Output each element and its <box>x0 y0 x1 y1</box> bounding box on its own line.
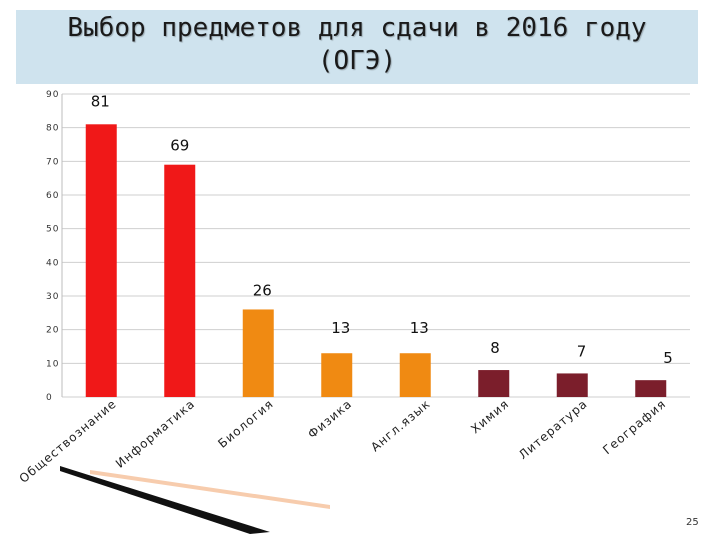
y-tick-label: 0 <box>46 393 53 403</box>
bar-7 <box>635 380 667 397</box>
data-label: 13 <box>331 319 350 337</box>
decorative-swoosh <box>60 466 270 534</box>
bar-5 <box>478 370 510 397</box>
category-label: Англ.язык <box>368 397 433 455</box>
y-tick-label: 80 <box>46 124 59 134</box>
bar-1 <box>164 164 196 397</box>
title-banner <box>16 10 698 84</box>
bars <box>85 124 667 398</box>
category-label: Физика <box>305 397 355 442</box>
y-tick-label: 90 <box>46 90 59 100</box>
category-label: Биология <box>215 397 276 451</box>
category-label: Химия <box>468 397 512 437</box>
data-label: 26 <box>253 281 272 299</box>
y-tick-label: 10 <box>46 359 59 369</box>
title-line-2: (ОГЭ) <box>317 46 397 76</box>
bar-6 <box>556 373 588 397</box>
data-label: 13 <box>410 319 429 337</box>
data-label: 81 <box>91 92 110 110</box>
y-axis-ticks: 0 10 20 30 40 50 60 70 80 90 <box>46 90 59 403</box>
data-labels: 81 69 26 13 13 8 7 5 <box>91 92 673 367</box>
bar-4 <box>399 353 431 397</box>
category-label: География <box>600 397 668 458</box>
gridlines <box>61 93 690 398</box>
category-label: Литература <box>516 397 590 463</box>
bar-3 <box>321 353 353 397</box>
data-label: 69 <box>170 137 189 155</box>
data-label: 8 <box>490 339 500 357</box>
data-label: 7 <box>577 342 587 360</box>
data-label: 5 <box>663 349 673 367</box>
category-label: Информатика <box>113 397 198 471</box>
slide-title: Выбор предметов для сдачи в 2016 году (О… <box>16 12 698 78</box>
bar-2 <box>242 309 274 397</box>
y-tick-label: 50 <box>46 225 59 235</box>
y-tick-label: 40 <box>46 258 59 268</box>
y-tick-label: 20 <box>46 326 59 336</box>
bar-0 <box>85 124 117 398</box>
title-line-1: Выбор предметов для сдачи в 2016 году <box>67 13 647 43</box>
y-tick-label: 60 <box>46 191 59 201</box>
y-tick-label: 30 <box>46 292 59 302</box>
y-tick-label: 70 <box>46 157 59 167</box>
decorative-swoosh-highlight <box>90 470 330 509</box>
page-number: 25 <box>686 517 699 528</box>
